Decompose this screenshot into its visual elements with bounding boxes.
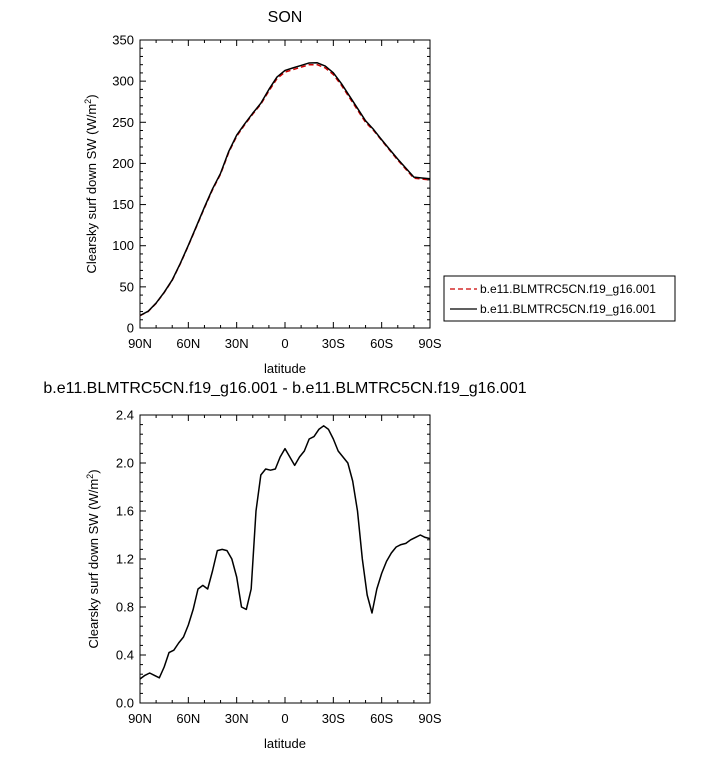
legend-box [443, 275, 676, 322]
y-tick-label: 50 [120, 279, 134, 294]
legend-label-1: b.e11.BLMTRC5CN.f19_g16.001 [480, 282, 656, 296]
y-axis-label-text: Clearsky surf down SW (W/m [86, 479, 101, 649]
y-tick-label: 100 [112, 238, 134, 253]
x-tick-label: 60N [176, 711, 200, 726]
x-axis-label-son: latitude [264, 361, 306, 376]
chart-title-son: SON [268, 9, 303, 26]
x-tick-label: 30N [225, 711, 249, 726]
x-tick-label: 90S [418, 711, 441, 726]
x-tick-label: 30N [225, 336, 249, 351]
series-line-son-1 [139, 63, 431, 317]
y-axis-label-difference: Clearsky surf down SW (W/m2) [85, 469, 101, 648]
plot-frame-difference [139, 414, 431, 704]
x-tick-label: 30S [322, 711, 345, 726]
x-tick-label: 0 [281, 336, 288, 351]
y-axis-label-end: ) [86, 469, 101, 473]
y-tick-label: 350 [112, 33, 134, 48]
x-tick-label: 90S [418, 336, 441, 351]
x-tick-label: 90N [128, 336, 152, 351]
axis-ticks-son: 90N 60N 30N 0 30S 60S 90S 0 50 100 150 200 250 300 350 [112, 33, 442, 352]
x-tick-label: 90N [128, 711, 152, 726]
y-tick-label: 150 [112, 197, 134, 212]
x-tick-label: 30S [322, 336, 345, 351]
y-axis-label-text: Clearsky surf down SW (W/m [84, 104, 99, 274]
plot-frame-son [139, 39, 431, 329]
series-group-difference [139, 425, 431, 680]
y-tick-label: 1.6 [116, 504, 134, 519]
y-tick-label: 0.0 [116, 696, 134, 711]
legend: b.e11.BLMTRC5CN.f19_g16.001 b.e11.BLMTRC… [443, 275, 676, 322]
x-tick-label: 60N [176, 336, 200, 351]
chart-son: SON 90N 60N 30N 0 30S 60S 90S 0 50 100 150 200 250 30… [83, 9, 676, 376]
legend-label-2: b.e11.BLMTRC5CN.f19_g16.001 [480, 302, 656, 316]
y-axis-label-sup: 2 [83, 99, 93, 104]
y-axis-label-son: Clearsky surf down SW (W/m2) [83, 94, 99, 273]
y-axis-label-end: ) [84, 94, 99, 98]
x-tick-label: 60S [370, 711, 393, 726]
x-tick-label: 60S [370, 336, 393, 351]
y-tick-label: 2.0 [116, 456, 134, 471]
x-tick-label: 0 [281, 711, 288, 726]
x-axis-label-difference: latitude [264, 736, 306, 751]
axis-ticks-difference: 90N 60N 30N 0 30S 60S 90S 0.0 0.4 0.8 1.2 1.6 2.0 2.4 [116, 408, 442, 727]
chart-title-difference: b.e11.BLMTRC5CN.f19_g16.001 - b.e11.BLMT… [43, 380, 526, 397]
y-tick-label: 0 [127, 321, 134, 336]
series-line-son-2 [139, 62, 431, 317]
series-group-son [139, 62, 431, 317]
chart-difference: b.e11.BLMTRC5CN.f19_g16.001 - b.e11.BLMT… [43, 380, 526, 751]
y-tick-label: 300 [112, 74, 134, 89]
series-line-difference-1 [139, 425, 431, 680]
y-tick-label: 0.8 [116, 600, 134, 615]
y-tick-label: 0.4 [116, 648, 134, 663]
y-tick-label: 1.2 [116, 552, 134, 567]
y-tick-label: 2.4 [116, 408, 134, 423]
y-tick-label: 250 [112, 115, 134, 130]
y-axis-label-sup: 2 [85, 474, 95, 479]
y-tick-label: 200 [112, 156, 134, 171]
